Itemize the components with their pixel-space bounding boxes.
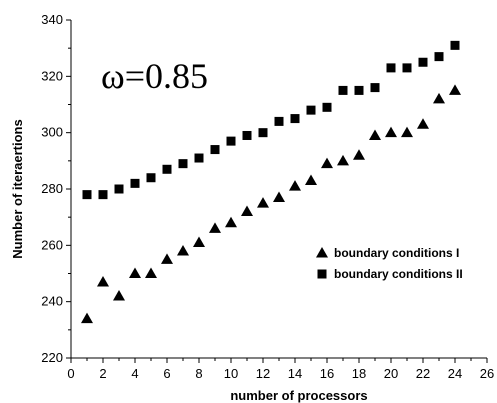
x-tick-label: 26: [480, 366, 494, 381]
square-point: [226, 136, 236, 146]
triangle-point: [385, 126, 397, 138]
triangle-point: [353, 149, 365, 160]
series-1: [81, 84, 461, 324]
x-tick-label: 18: [352, 366, 366, 381]
y-tick-label: 300: [41, 125, 63, 140]
square-point: [242, 130, 252, 140]
data-points: [81, 40, 461, 324]
square-point: [370, 83, 380, 93]
triangle-point: [129, 267, 141, 278]
square-point: [114, 184, 124, 194]
square-point: [130, 178, 140, 188]
triangle-point: [177, 244, 189, 256]
square-point: [338, 85, 348, 95]
x-tick-label: 20: [384, 366, 398, 381]
x-tick-label: 16: [320, 366, 334, 381]
x-tick-label: 6: [163, 366, 170, 381]
x-axis-title: number of processors: [230, 388, 367, 403]
triangle-point: [369, 129, 381, 140]
square-point: [354, 85, 364, 95]
square-point: [274, 116, 284, 126]
triangle-point: [337, 154, 349, 166]
y-tick-label: 340: [41, 12, 63, 27]
x-tick-label: 4: [131, 366, 138, 381]
legend-marker-1: [316, 247, 328, 258]
triangle-point: [209, 222, 221, 233]
square-point: [450, 40, 460, 50]
square-point: [178, 159, 188, 169]
legend-label-1: boundary conditions I: [334, 246, 459, 260]
y-tick-label: 220: [41, 350, 63, 365]
triangle-point: [449, 84, 461, 95]
square-point: [290, 114, 300, 124]
triangle-point: [193, 236, 205, 248]
y-axis-title: Number of iteraertions: [10, 119, 25, 258]
triangle-point: [161, 253, 173, 264]
square-point: [82, 190, 92, 200]
triangle-point: [241, 205, 253, 217]
square-point: [434, 52, 444, 62]
legend-marker-2: [317, 269, 327, 279]
triangle-point: [225, 216, 237, 228]
series-2: [82, 40, 460, 200]
y-tick-label: 240: [41, 294, 63, 309]
triangle-point: [97, 275, 109, 287]
triangle-point: [145, 267, 157, 278]
triangle-point: [113, 290, 125, 301]
x-tick-label: 8: [195, 366, 202, 381]
y-tick-label: 260: [41, 237, 63, 252]
square-point: [194, 153, 204, 163]
square-point: [322, 102, 332, 112]
square-point: [306, 105, 316, 115]
square-point: [418, 57, 428, 67]
x-tick-label: 22: [416, 366, 430, 381]
triangle-point: [321, 157, 333, 169]
square-point: [402, 63, 412, 73]
square-point: [258, 128, 268, 138]
x-tick-label: 10: [224, 366, 238, 381]
x-ticks: 0 2 4 6 8 10 12 14 16 18 20 22 24 26: [67, 358, 494, 381]
x-tick-label: 0: [67, 366, 74, 381]
triangle-point: [289, 180, 301, 191]
legend-label-2: boundary conditions II: [334, 267, 463, 281]
triangle-point: [417, 118, 429, 129]
triangle-point: [305, 174, 317, 186]
omega-annotation: ω=0.85: [101, 56, 208, 96]
x-tick-label: 2: [99, 366, 106, 381]
square-point: [98, 190, 108, 200]
x-tick-label: 14: [288, 366, 302, 381]
y-tick-label: 320: [41, 68, 63, 83]
triangle-point: [273, 191, 285, 202]
triangle-point: [257, 197, 269, 208]
square-point: [210, 145, 220, 155]
triangle-point: [401, 126, 413, 138]
legend: boundary conditions I boundary conditions…: [316, 246, 463, 281]
y-tick-label: 280: [41, 181, 63, 196]
square-point: [386, 63, 396, 73]
x-tick-label: 12: [256, 366, 270, 381]
square-point: [146, 173, 156, 183]
square-point: [162, 164, 172, 174]
x-tick-label: 24: [448, 366, 462, 381]
triangle-point: [81, 312, 93, 324]
y-ticks: 220 240 260 280 300 320 340: [41, 12, 71, 365]
triangle-point: [433, 92, 445, 104]
